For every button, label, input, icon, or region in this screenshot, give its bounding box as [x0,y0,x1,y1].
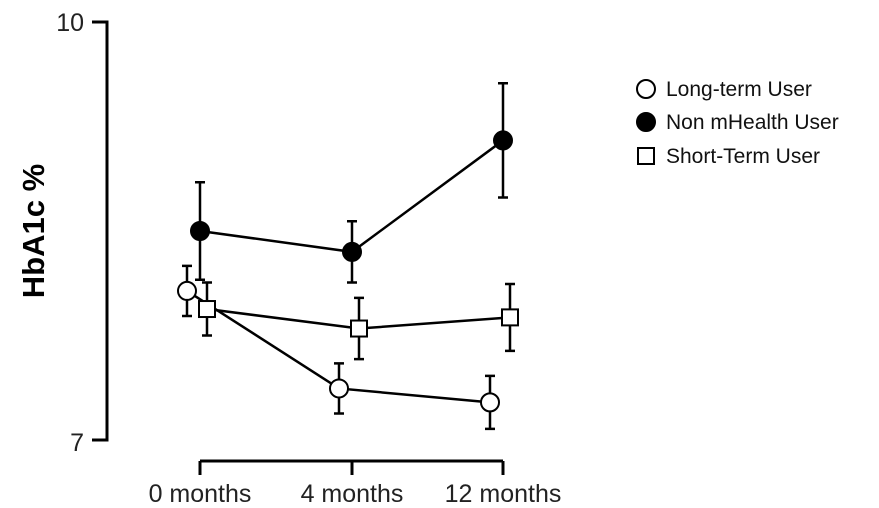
data-point-short-term-user-2 [501,308,519,327]
y-axis [92,20,109,442]
x-tick-label-4-months: 4 months [301,480,404,508]
legend-marker-short-term-user [637,147,655,165]
legend: Long-term User Non mHealth User Short-Te… [636,78,839,168]
y-tick-label-10: 10 [56,9,84,37]
data-point-non-mhealth-user-0 [190,221,210,241]
data-point-long-term-user-1 [329,378,349,399]
legend-label-long-term-user: Long-term User [666,78,812,101]
legend-label-non-mhealth-user: Non mHealth User [666,111,839,134]
data-point-short-term-user-1 [350,319,368,338]
legend-label-short-term-user: Short-Term User [666,145,820,168]
data-point-long-term-user-0 [177,280,197,301]
y-tick-label-7: 7 [70,429,84,457]
plot-area [177,82,519,431]
y-axis-title: HbA1c % [16,164,51,298]
legend-marker-non-mhealth-user [636,112,656,132]
x-tick-label-0-months: 0 months [149,480,252,508]
data-point-non-mhealth-user-2 [493,130,513,151]
data-point-short-term-user-0 [198,300,216,319]
data-point-long-term-user-2 [480,392,500,413]
data-point-non-mhealth-user-1 [342,241,362,262]
x-tick-label-12-months: 12 months [445,480,562,508]
legend-marker-long-term-user [636,79,656,99]
